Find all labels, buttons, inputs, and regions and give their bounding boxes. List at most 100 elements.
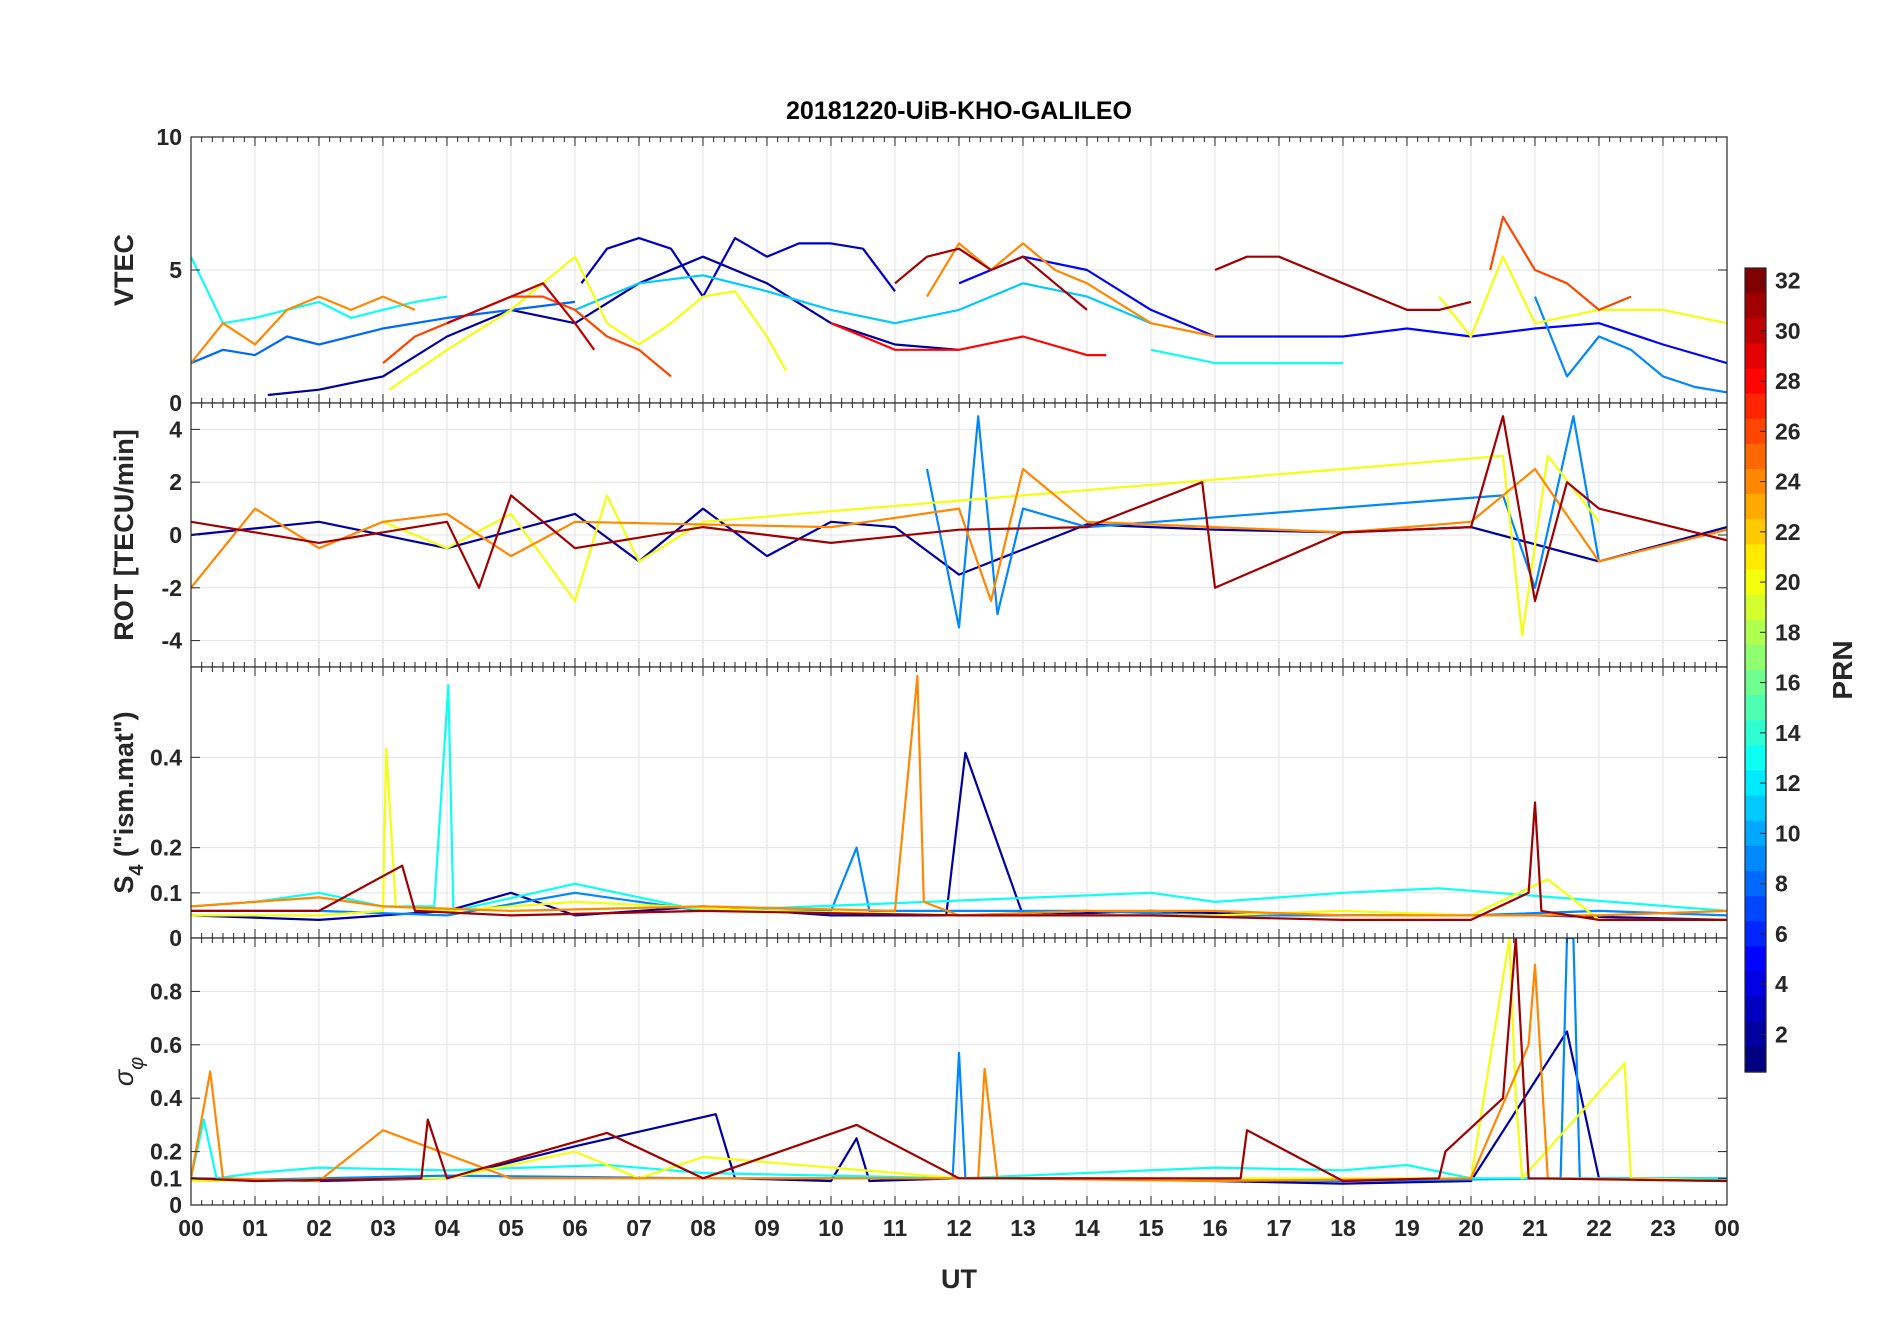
colorbar-label: PRN	[1827, 640, 1858, 699]
series-line-prn-20	[191, 747, 1727, 922]
colorbar-swatch	[1745, 1021, 1766, 1048]
series-line-prn-26	[382, 295, 672, 378]
colorbar-swatch	[1745, 871, 1766, 897]
colorbar-swatch	[1745, 469, 1766, 495]
series-group	[191, 674, 1727, 922]
x-tick-label: 04	[434, 1215, 460, 1241]
y-axis-label: S4 ("ism.mat")	[109, 711, 148, 893]
colorbar-swatch	[1745, 368, 1766, 395]
series-line-prn-9	[925, 415, 1601, 629]
y-tick-label: 10	[156, 124, 182, 150]
series-line-prn-24	[191, 295, 416, 364]
colorbar-swatch	[1745, 720, 1766, 746]
y-tick-label: -4	[162, 628, 183, 654]
colorbar-tick-label: 20	[1775, 569, 1801, 595]
panel-sigma-phi: 00.10.2 0.4 0.6 0.8 σφ	[109, 937, 1728, 1218]
colorbar-swatch	[1745, 896, 1766, 922]
colorbar-swatch	[1745, 695, 1766, 721]
colorbar-swatch	[1745, 268, 1766, 294]
colorbar-swatch	[1745, 770, 1766, 797]
colorbar-swatch	[1745, 293, 1766, 319]
colorbar-tick-label: 28	[1775, 368, 1801, 394]
x-tick-label: 16	[1202, 1215, 1228, 1241]
colorbar-tick-label: 6	[1775, 921, 1788, 947]
series-line-prn-13	[1150, 348, 1343, 365]
series-line-prn-20	[1438, 255, 1727, 338]
x-tick-label: 17	[1266, 1215, 1292, 1241]
x-tick-label: 07	[626, 1215, 652, 1241]
colorbar-swatch	[1745, 971, 1766, 998]
colorbar-swatch	[1745, 946, 1766, 973]
series-line-prn-31	[191, 801, 1727, 922]
colorbar-swatch	[1745, 1046, 1766, 1073]
colorbar-swatch	[1745, 569, 1766, 596]
series-line-prn-24	[191, 467, 1727, 603]
x-tick-label: 00	[1714, 1215, 1740, 1241]
colorbar-swatch	[1745, 343, 1766, 370]
colorbar-swatch	[1745, 619, 1766, 646]
x-tick-label: 06	[562, 1215, 588, 1241]
series-line-prn-11	[574, 274, 1152, 325]
y-tick-label: 0.4	[150, 1085, 182, 1111]
colorbar-tick-label: 26	[1775, 418, 1801, 444]
y-tick-label: 0.8	[150, 978, 182, 1004]
x-tick-label: 10	[818, 1215, 844, 1241]
y-tick-label: 0	[169, 1192, 182, 1218]
series-line-prn-28	[830, 322, 1107, 357]
colorbar-tick-label: 18	[1775, 619, 1801, 645]
x-tick-label: 13	[1010, 1215, 1036, 1241]
series-line-prn-31	[191, 938, 1727, 1183]
y-tick-label: 0.1	[150, 880, 182, 906]
colorbar-swatch	[1745, 921, 1766, 947]
colorbar-tick-label: 32	[1775, 268, 1801, 294]
colorbar-swatch	[1745, 594, 1766, 621]
series-line-prn-20	[191, 938, 1727, 1183]
colorbar-tick-label: 14	[1775, 720, 1801, 746]
y-tick-label: 0	[169, 522, 182, 548]
colorbar-tick-label: 10	[1775, 820, 1801, 846]
colorbar-tick-label: 24	[1775, 469, 1801, 495]
panel-s4: 0 0.1 0.2 0.4S4 ("ism.mat")	[109, 666, 1728, 951]
colorbar-swatch	[1745, 393, 1766, 420]
series-line-prn-31	[191, 415, 1727, 603]
series-line-prn-3	[580, 237, 896, 298]
colorbar-swatch	[1745, 494, 1766, 520]
y-tick-label: 0.2	[150, 1139, 182, 1165]
x-axis-ticks: 00 01 02 03 04 05 06 07 08 09 10 11 12 13 14 15 16 17 18 19…	[178, 1215, 1740, 1241]
colorbar-swatch	[1745, 544, 1766, 571]
y-tick-label: 0	[169, 390, 182, 416]
y-tick-label: 5	[169, 257, 182, 283]
y-axis-label: ROT [TECU/min]	[109, 429, 139, 640]
x-tick-label: 12	[946, 1215, 972, 1241]
colorbar-tick-label: 22	[1775, 519, 1801, 545]
x-tick-label: 23	[1650, 1215, 1676, 1241]
x-tick-label: 18	[1330, 1215, 1356, 1241]
colorbar-tick-label: 30	[1775, 318, 1801, 344]
y-tick-label: 0.4	[150, 744, 182, 770]
colorbar-swatch	[1745, 519, 1766, 545]
colorbar-swatch	[1745, 318, 1766, 344]
series-line-prn-2	[191, 1030, 1727, 1185]
y-tick-label: 2	[169, 469, 182, 495]
colorbar-swatch	[1745, 644, 1766, 671]
series-line-prn-8	[191, 300, 576, 365]
colorbar-tick-label: 12	[1775, 770, 1801, 796]
series-line-prn-9	[1533, 296, 1727, 394]
colorbar-swatch	[1745, 845, 1766, 872]
x-tick-label: 01	[242, 1215, 268, 1241]
series-line-prn-20	[388, 255, 788, 391]
series-group	[191, 215, 1727, 397]
panel-rot: -4 -2 0 2 4 ROT [TECU/min]	[109, 402, 1728, 668]
x-tick-label: 22	[1586, 1215, 1612, 1241]
colorbar-swatch	[1745, 795, 1766, 822]
y-axis-label: VTEC	[109, 234, 139, 306]
chart-title: 20181220-UiB-KHO-GALILEO	[786, 97, 1132, 125]
x-tick-label: 00	[178, 1215, 204, 1241]
y-tick-label: 0.2	[150, 835, 182, 861]
x-tick-label: 03	[370, 1215, 396, 1241]
x-tick-label: 15	[1138, 1215, 1164, 1241]
colorbar-swatch	[1745, 820, 1766, 847]
series-group	[191, 415, 1727, 637]
